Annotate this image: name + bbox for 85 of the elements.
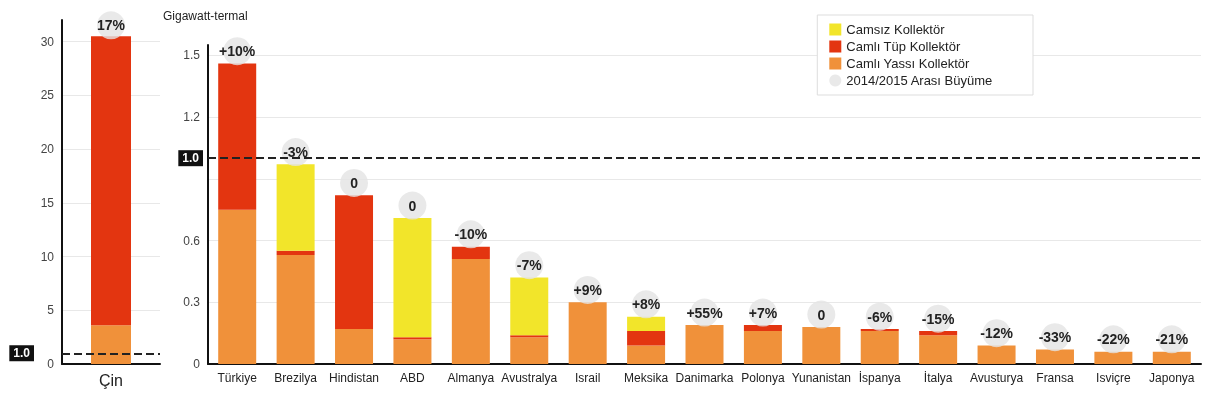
bar [510,335,549,338]
bar [335,329,374,364]
annotation: -7% [516,257,543,274]
bar [451,259,490,364]
legend-label: Camlı Tüp Kollektör [846,39,961,54]
x-tick-label: Almanya [447,371,495,385]
bar [743,331,782,364]
annotation: -3% [283,144,309,161]
ref-line-label: 1.0 [182,151,200,166]
annotation: -22% [1097,331,1131,348]
y-axis-title: Gigawatt-termal [163,9,248,23]
x-tick-label: İtalya [923,371,953,385]
annotation: +7% [748,304,778,321]
bar [276,164,315,251]
bar [627,316,666,332]
y-tick-label: 0 [47,357,55,371]
bar [451,246,490,260]
bar [218,209,257,364]
annotation: 0 [408,197,417,214]
y-tick-label: 30 [40,34,55,49]
bar [218,63,257,210]
annotation: +55% [686,304,724,321]
bar [919,335,958,364]
annotation: 0 [817,306,826,323]
annotation: 17% [96,17,126,34]
x-tick-label: Danimarka [675,371,734,385]
bar [276,254,315,364]
legend-label: Camsız Kollektör [846,22,946,37]
y-tick-label: 0.3 [183,295,201,310]
x-tick-label: Israil [575,371,601,385]
bar [802,326,841,364]
bar [743,324,782,332]
bar [335,195,374,330]
point [340,168,369,197]
annotation: +8% [631,296,661,313]
x-tick-label: Yunanistan [791,371,852,385]
y-tick-label: 1.5 [183,48,201,63]
bar [685,324,724,364]
x-tick-label: Japonya [1149,371,1195,385]
bar [510,277,549,336]
bar [510,337,549,364]
annotation: -12% [980,325,1014,342]
x-tick-label: Avustralya [501,371,558,385]
y-tick-label: 1.2 [183,110,201,125]
bar [977,345,1016,364]
x-tick-label: İspanya [858,371,902,385]
annotation: -6% [867,308,893,325]
bar [860,331,899,364]
y-tick-label: 25 [40,88,55,103]
bar [393,339,432,364]
x-tick-label: Meksika [624,371,669,385]
y-tick-label: 0 [193,357,201,371]
x-tick-label: Çin [98,371,124,389]
legend-label: Camlı Yassı Kollektör [846,56,971,71]
bar [276,250,315,255]
annotation: +9% [573,281,603,298]
x-tick-label: Hindistan [329,371,380,385]
bar [1035,349,1074,364]
x-tick-label: ABD [400,371,426,385]
bar [568,302,607,364]
y-tick-label: 5 [47,303,55,318]
bar [393,217,432,338]
annotation: -21% [1155,331,1189,348]
ref-line-label: 1.0 [13,346,31,361]
x-tick-label: Brezilya [274,371,318,385]
bar [393,337,432,340]
annotation: -15% [921,310,956,327]
bar [1152,351,1191,364]
y-tick-label: 0.6 [183,233,201,248]
annotation: +10% [219,43,256,60]
annotation: -33% [1038,329,1072,346]
x-tick-label: Türkiye [217,371,258,385]
annotation: 0 [350,174,359,191]
x-tick-label: Isviçre [1096,371,1132,385]
x-tick-label: Avusturya [969,371,1024,385]
y-tick-label: 15 [40,195,55,210]
y-tick-label: 10 [40,249,55,264]
bar [627,331,666,346]
bar [627,345,666,364]
x-tick-label: Fransa [1036,371,1074,385]
y-tick-label: 20 [40,142,55,156]
annotation: -10% [454,226,488,243]
x-tick-label: Polonya [741,371,785,385]
legend-label: 2014/2015 Arası Büyüme [846,73,993,88]
bar [1094,351,1133,364]
